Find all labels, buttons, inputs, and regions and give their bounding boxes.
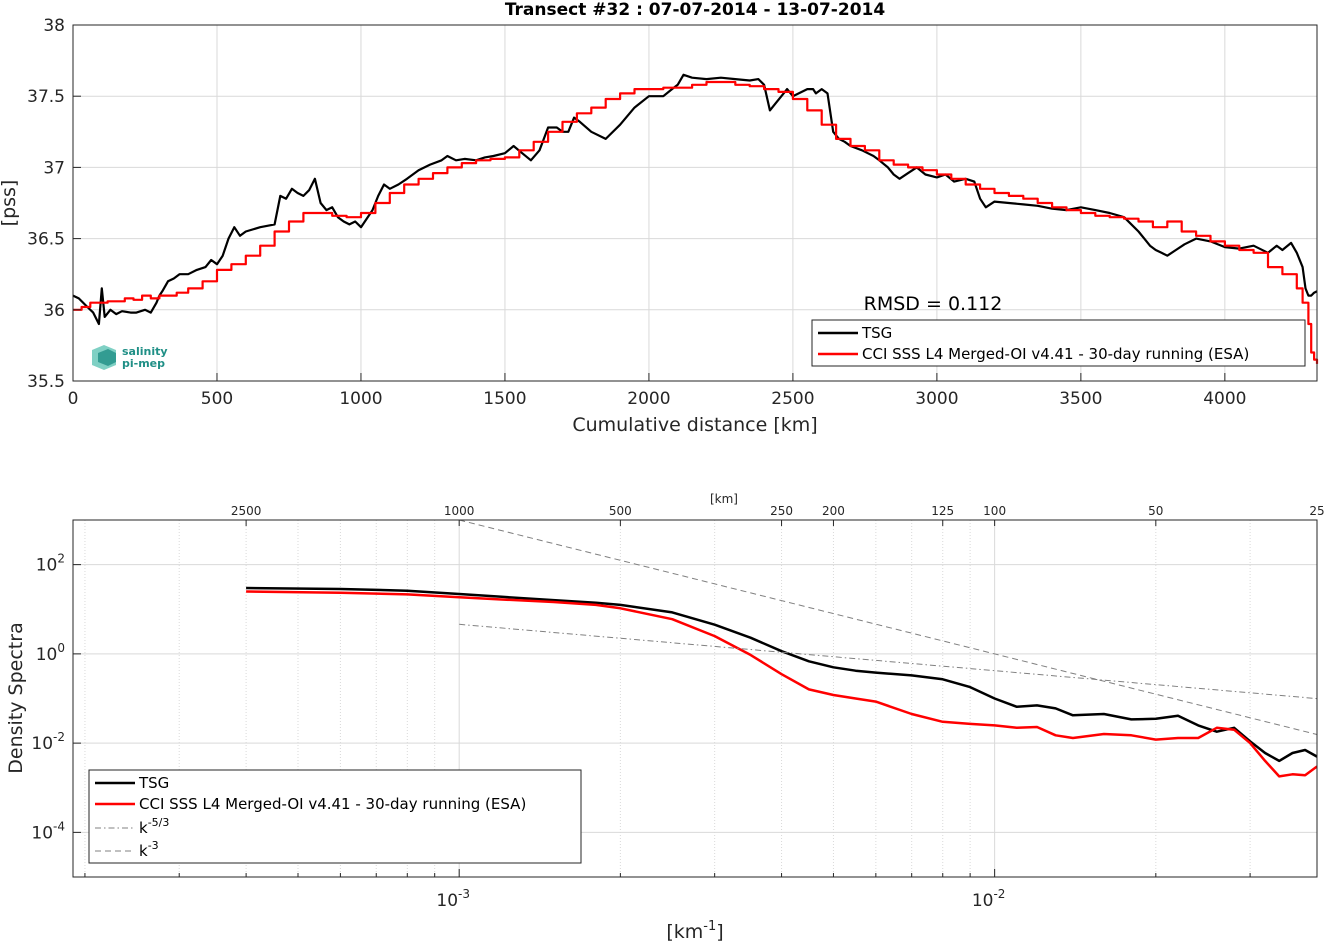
tsg-spectrum-line (246, 586, 1317, 763)
bottom-legend-tsg-label: TSG (138, 774, 169, 792)
bottom-y-tick-base: 10 (31, 734, 53, 754)
bottom-y-tick-label: 10-2 (31, 730, 65, 754)
top-legend-cci-label: CCI SSS L4 Merged-OI v4.41 - 30-day runn… (862, 345, 1249, 363)
bottom-y-tick-label: 100 (36, 641, 65, 665)
top-series-group (72, 73, 1319, 364)
bottom-x-tick-label: 10-2 (972, 887, 1006, 911)
bottom-y-axis-label: Density Spectra (5, 622, 27, 773)
top-legend-box (811, 319, 1306, 367)
bottom-y-tick-base: 10 (36, 556, 58, 576)
top-x-tick-label: 3500 (1059, 389, 1102, 409)
top-km-tick-label: 200 (822, 504, 845, 518)
bottom-x-axis-label-end: ] (716, 921, 723, 942)
top-y-tick-label: 38 (43, 16, 65, 36)
bottom-x-axis-label: [km-1] (666, 919, 723, 942)
bottom-x-tick-label: 10-3 (436, 887, 470, 911)
bottom-y-tick-exp: -4 (53, 819, 65, 833)
top-x-tick-label: 2000 (627, 389, 670, 409)
top-chart-title: Transect #32 : 07-07-2014 - 13-07-2014 (505, 0, 886, 20)
top-axis-unit-label: [km] (710, 492, 738, 506)
top-y-tick-label: 37 (43, 158, 65, 178)
bottom-x-tick-exp: -2 (993, 887, 1005, 901)
top-x-tick-label: 3000 (915, 389, 958, 409)
top-x-tick-label: 1000 (339, 389, 382, 409)
top-legend: TSG CCI SSS L4 Merged-OI v4.41 - 30-day … (811, 319, 1306, 367)
top-km-tick-label: 2500 (231, 504, 262, 518)
bottom-x-tick-exp: -3 (458, 887, 470, 901)
bottom-legend-k3-label: k-3 (139, 839, 159, 860)
top-y-axis-label: [pss] (0, 180, 20, 227)
rmsd-annotation: RMSD = 0.112 (864, 293, 1003, 315)
top-km-tick-label: 25 (1309, 504, 1324, 518)
top-ticks: 0 500 1000 1500 2000 2500 3000 3500 4000 35.5 36 36… (27, 16, 1246, 409)
bottom-y-tick-label: 10-4 (31, 819, 65, 843)
cci-spectrum-line (246, 590, 1317, 778)
top-y-tick-label: 37.5 (27, 87, 65, 107)
top-x-tick-label: 4000 (1203, 389, 1246, 409)
k3-reference-line (459, 520, 1317, 735)
top-legend-tsg-label: TSG (861, 324, 892, 342)
top-km-tick-label: 500 (609, 504, 632, 518)
bottom-legend-k3-main: k (139, 842, 148, 860)
top-x-tick-label: 500 (201, 389, 233, 409)
k53-reference-line (459, 623, 1317, 700)
bottom-legend-box (88, 769, 582, 864)
bottom-legend-k3-sup: -3 (148, 839, 159, 852)
bottom-y-tick-label: 102 (36, 552, 65, 576)
top-x-axis-label: Cumulative distance [km] (572, 414, 817, 436)
bottom-x-axis-label-main: [km (666, 921, 703, 942)
top-y-tick-label: 36.5 (27, 230, 65, 250)
bottom-y-tick-base: 10 (31, 823, 53, 843)
salinity-pi-mep-logo: salinity pi-mep (92, 345, 168, 370)
bottom-plot-frame (72, 519, 1318, 878)
top-plot-frame (72, 24, 1318, 382)
bottom-legend: TSG CCI SSS L4 Merged-OI v4.41 - 30-day … (88, 769, 582, 864)
top-km-tick-label: 50 (1148, 504, 1163, 518)
bottom-legend-k53-sup: -5/3 (148, 816, 170, 829)
bottom-legend-cci-label: CCI SSS L4 Merged-OI v4.41 - 30-day runn… (139, 795, 526, 813)
tsg-series-line (72, 73, 1318, 326)
bottom-legend-k53-main: k (139, 819, 148, 837)
logo-text-salinity: salinity (122, 345, 168, 358)
bottom-y-tick-exp: -2 (53, 730, 65, 744)
bottom-y-tick-exp: 0 (57, 641, 65, 655)
bottom-x-axis-label-sup: -1 (703, 919, 716, 934)
transect-chart: 0 500 1000 1500 2000 2500 3000 3500 4000 35.5 36 36… (0, 0, 1319, 436)
top-y-tick-label: 35.5 (27, 372, 65, 392)
logo-mark-inner-icon (98, 349, 116, 366)
bottom-x-tick-base: 10 (972, 891, 994, 911)
cci-series-line (73, 80, 1319, 364)
bottom-y-tick-base: 10 (36, 645, 58, 665)
top-km-tick-label: 100 (983, 504, 1006, 518)
bottom-y-tick-exp: 2 (57, 552, 65, 566)
logo-text-pi-mep: pi-mep (122, 357, 165, 370)
top-x-tick-label: 1500 (483, 389, 526, 409)
bottom-legend-k53-label: k-5/3 (139, 816, 169, 837)
top-y-tick-label: 36 (43, 301, 65, 321)
bottom-series-group (246, 520, 1317, 778)
bottom-x-tick-base: 10 (436, 891, 458, 911)
top-km-tick-label: 250 (770, 504, 793, 518)
top-km-tick-label: 1000 (444, 504, 475, 518)
top-km-tick-label: 125 (931, 504, 954, 518)
top-x-tick-label: 2500 (771, 389, 814, 409)
top-x-tick-label: 0 (68, 389, 79, 409)
